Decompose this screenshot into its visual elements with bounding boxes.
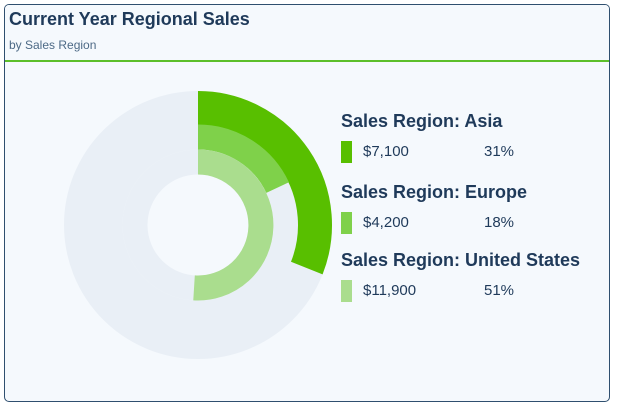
legend-label: Sales Region: Europe (341, 182, 528, 202)
chart-title: Current Year Regional Sales (9, 9, 250, 29)
bar-sales-region-europe[interactable] (197, 124, 289, 194)
legend-percent: 51% (484, 282, 515, 299)
chart-subtitle: by Sales Region (9, 38, 97, 52)
legend-label: Sales Region: Asia (341, 111, 503, 131)
legend-value: $4,200 (363, 214, 409, 231)
bar-sales-region-asia[interactable] (197, 91, 332, 275)
chart-header: Current Year Regional Sales by Sales Reg… (5, 5, 609, 62)
radial-bar-chart (64, 91, 332, 359)
legend-value: $11,900 (363, 282, 417, 299)
legend-swatch (341, 141, 352, 163)
legend-item-united-states[interactable]: Sales Region: United States $11,900 51% (341, 250, 609, 310)
legend-item-europe[interactable]: Sales Region: Europe $4,200 18% (341, 182, 609, 242)
legend-swatch (341, 212, 352, 234)
legend-value: $7,100 (363, 143, 409, 160)
legend-swatch (341, 280, 352, 302)
bar-sales-region-united-states[interactable] (193, 149, 274, 301)
header-divider (5, 60, 609, 62)
legend-item-asia[interactable]: Sales Region: Asia $7,100 31% (341, 111, 609, 171)
chart-card: Current Year Regional Sales by Sales Reg… (4, 4, 610, 402)
legend-percent: 31% (484, 143, 515, 160)
legend-label: Sales Region: United States (341, 250, 581, 270)
legend-percent: 18% (484, 214, 515, 231)
